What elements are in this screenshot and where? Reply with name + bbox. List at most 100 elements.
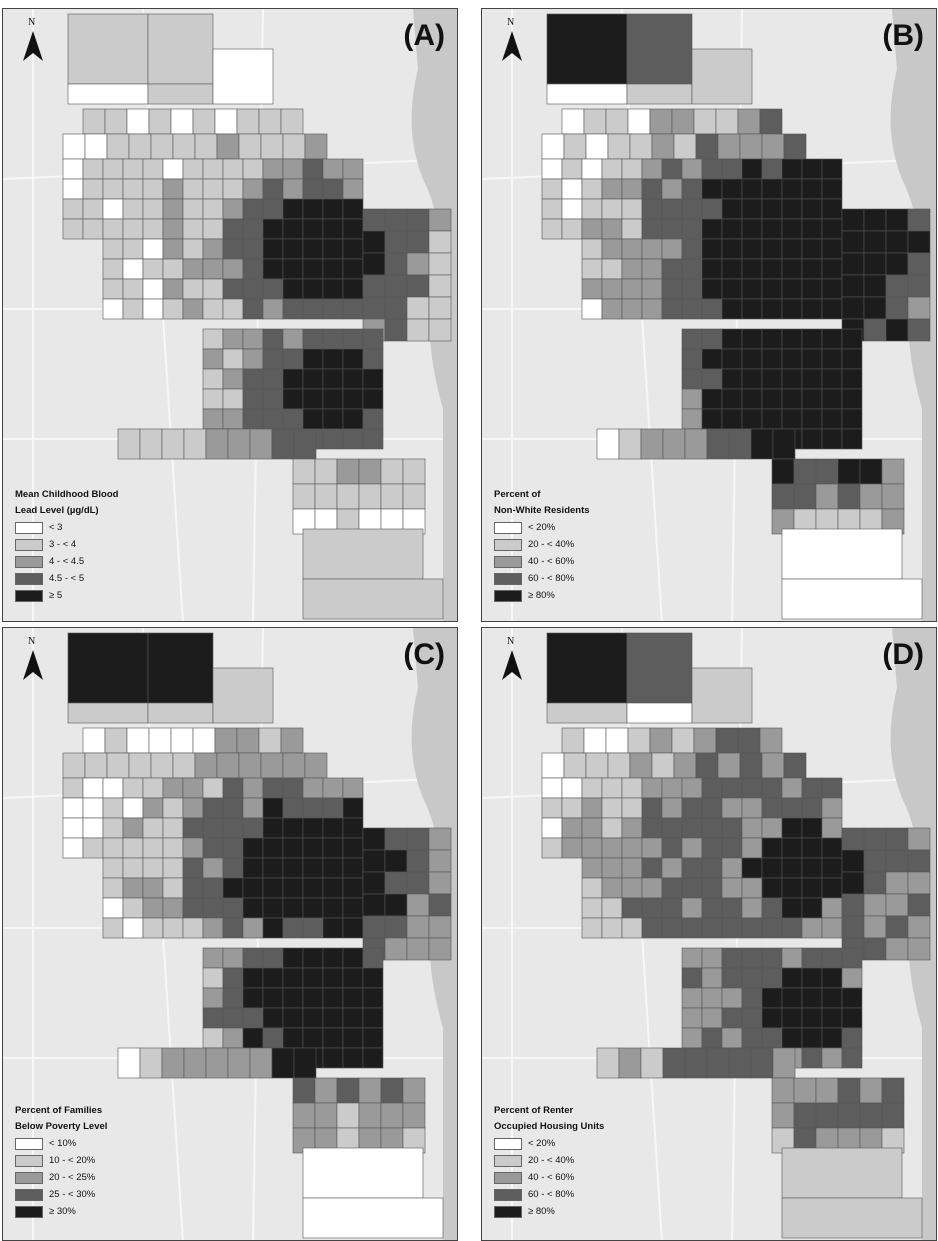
census-tract bbox=[691, 667, 753, 724]
census-tract bbox=[841, 274, 865, 298]
census-tract bbox=[314, 483, 338, 510]
census-tract bbox=[859, 1102, 883, 1129]
census-tract bbox=[428, 318, 452, 342]
census-tract bbox=[706, 1047, 730, 1079]
census-tract bbox=[801, 837, 823, 859]
census-tract bbox=[841, 208, 865, 232]
north-label: N bbox=[28, 17, 36, 28]
census-tract bbox=[242, 348, 264, 370]
census-tract bbox=[801, 178, 823, 200]
census-tract bbox=[821, 837, 843, 859]
census-tract bbox=[358, 458, 382, 485]
census-tract bbox=[907, 318, 931, 342]
census-tract bbox=[122, 158, 144, 180]
census-tract bbox=[222, 298, 244, 320]
census-tract bbox=[260, 752, 284, 779]
census-tract bbox=[358, 483, 382, 510]
census-tract bbox=[621, 857, 643, 879]
census-tract bbox=[384, 318, 408, 342]
census-tract bbox=[717, 752, 741, 779]
census-tract bbox=[128, 133, 152, 160]
census-tract bbox=[362, 348, 384, 370]
census-tract bbox=[182, 817, 204, 839]
census-tract bbox=[661, 218, 683, 240]
census-tract bbox=[621, 218, 643, 240]
census-tract bbox=[641, 797, 663, 819]
census-tract bbox=[681, 298, 703, 320]
census-tract bbox=[384, 849, 408, 873]
legend: Mean Childhood Blood Lead Level (µg/dL) … bbox=[15, 487, 118, 604]
census-tract bbox=[841, 849, 865, 873]
census-tract bbox=[706, 428, 730, 460]
census-tract bbox=[67, 632, 149, 704]
census-tract bbox=[322, 368, 344, 390]
census-tract bbox=[701, 837, 723, 859]
census-tract bbox=[761, 328, 783, 350]
census-tract bbox=[222, 278, 244, 300]
census-tract bbox=[781, 1197, 923, 1239]
census-tract bbox=[626, 83, 693, 105]
census-tract bbox=[885, 893, 909, 917]
census-tract bbox=[601, 877, 623, 899]
census-tract bbox=[222, 408, 244, 430]
legend-item-label: 20 - < 40% bbox=[528, 539, 575, 550]
census-tract bbox=[260, 133, 284, 160]
census-tract bbox=[82, 158, 104, 180]
census-tract bbox=[150, 752, 174, 779]
census-tract bbox=[262, 278, 284, 300]
census-tract bbox=[781, 298, 803, 320]
census-tract bbox=[282, 877, 304, 899]
census-tract bbox=[841, 348, 863, 370]
census-tract bbox=[546, 83, 628, 105]
census-tract bbox=[102, 238, 124, 260]
census-tract bbox=[406, 849, 430, 873]
census-tract bbox=[761, 258, 783, 280]
census-tract bbox=[717, 133, 741, 160]
census-tract bbox=[262, 368, 284, 390]
census-tract bbox=[222, 1027, 244, 1049]
census-tract bbox=[781, 777, 803, 799]
census-tract bbox=[681, 797, 703, 819]
census-tract bbox=[182, 218, 204, 240]
census-tract bbox=[242, 178, 264, 200]
census-tract bbox=[242, 408, 264, 430]
census-tract bbox=[681, 258, 703, 280]
census-tract bbox=[781, 837, 803, 859]
census-tract bbox=[661, 777, 683, 799]
census-tract bbox=[271, 1047, 295, 1079]
census-tract bbox=[82, 178, 104, 200]
census-tract bbox=[761, 198, 783, 220]
census-tract bbox=[342, 857, 364, 879]
census-tract bbox=[262, 967, 284, 989]
census-tract bbox=[148, 727, 172, 754]
panel-label: (C) bbox=[403, 638, 445, 671]
census-tract bbox=[212, 667, 274, 724]
census-tract bbox=[362, 1047, 384, 1069]
census-tract bbox=[721, 947, 743, 969]
census-tract bbox=[314, 458, 338, 485]
census-tract bbox=[821, 158, 843, 180]
census-tract bbox=[262, 817, 284, 839]
census-tract bbox=[262, 797, 284, 819]
census-tract bbox=[342, 817, 364, 839]
census-tract bbox=[162, 857, 184, 879]
census-tract bbox=[661, 198, 683, 220]
census-tract bbox=[162, 238, 184, 260]
census-tract bbox=[362, 987, 384, 1009]
census-tract bbox=[907, 849, 931, 873]
census-tract bbox=[601, 258, 623, 280]
census-tract bbox=[342, 218, 364, 240]
census-tract bbox=[202, 278, 224, 300]
census-tract bbox=[701, 258, 723, 280]
census-tract bbox=[581, 897, 603, 919]
census-tract bbox=[122, 917, 144, 939]
census-tract bbox=[302, 158, 324, 180]
census-tract bbox=[721, 897, 743, 919]
census-tract bbox=[302, 777, 324, 799]
census-tract bbox=[202, 797, 224, 819]
census-tract bbox=[282, 1007, 304, 1029]
census-tract bbox=[701, 238, 723, 260]
census-tract bbox=[801, 857, 823, 879]
census-tract bbox=[262, 258, 284, 280]
census-tract bbox=[202, 897, 224, 919]
